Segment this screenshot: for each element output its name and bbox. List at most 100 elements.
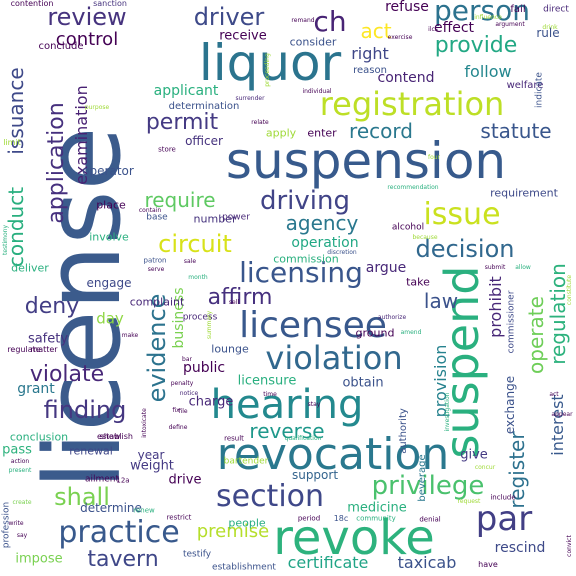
word-premise: premise (196, 521, 270, 542)
word-rule: rule (536, 26, 560, 40)
word-contention: contention (10, 0, 54, 8)
word-impose: impose (15, 551, 63, 567)
word-ch: ch (313, 5, 347, 38)
word-review: review (47, 3, 127, 31)
word-law: law (423, 289, 459, 313)
word-grant: grant (17, 381, 55, 397)
word-consider: consider (289, 35, 337, 49)
word-privilege: privilege (371, 471, 485, 501)
word-follow: follow (464, 62, 512, 81)
word-licensee: licensee (239, 305, 387, 346)
word-act: act (360, 19, 392, 43)
word-rescind: rescind (494, 540, 546, 556)
word-record: record (349, 119, 413, 143)
word-hearing: hearing (210, 382, 364, 428)
word-show: show (99, 432, 121, 441)
word-have: have (478, 560, 498, 569)
word-concur: concur (474, 464, 496, 471)
word-patron: patron (143, 256, 167, 265)
word-operator: operator (82, 164, 134, 178)
word-pass: pass (2, 442, 32, 458)
word-reason: reason (353, 65, 387, 76)
word-take: take (406, 275, 430, 289)
word-right: right (351, 44, 389, 63)
word-revoke: revoke (273, 510, 435, 566)
word-statute: statute (480, 119, 552, 143)
word-exchange: exchange (503, 375, 517, 435)
word-denial: denial (419, 515, 441, 524)
word-penalty: penalty (170, 380, 194, 387)
word-testify: testify (182, 549, 212, 560)
word-say: say (16, 532, 28, 539)
word-licensing: licensing (239, 256, 363, 289)
word-authority: authority (398, 408, 409, 454)
word-operation: operation (291, 235, 359, 251)
word-power: power (222, 212, 250, 223)
word-renew: renew (133, 506, 155, 515)
word-sanction: sanction (93, 0, 127, 8)
word-write: write (8, 520, 24, 527)
word-present: present (8, 467, 32, 474)
word-submit: submit (484, 264, 506, 271)
word-determination: determination (168, 101, 240, 112)
word-prohibit: prohibit (486, 276, 505, 338)
word-violation: violation (265, 339, 403, 377)
word-practice: practice (58, 515, 180, 550)
word-establish: establish (97, 432, 133, 441)
word-control: control (55, 29, 119, 50)
word-tavern: tavern (87, 547, 159, 572)
word-medicine: medicine (347, 500, 407, 516)
word-18c: 18c (333, 514, 349, 523)
word-allow: allow (515, 264, 531, 271)
word-applicant: applicant (153, 83, 219, 99)
word-argue: argue (365, 260, 407, 276)
word-application: application (44, 102, 69, 224)
word-violate: violate (29, 362, 105, 387)
word-determine: determine (80, 501, 142, 515)
word-recommendation: recommendation (387, 184, 439, 191)
word-request: request (457, 498, 481, 505)
word-define: define (168, 424, 188, 431)
word-deny: deny (24, 294, 80, 319)
word-shall: shall (54, 483, 110, 511)
word-four: four (427, 154, 441, 161)
word-authorize: authorize (377, 314, 407, 321)
word-fix: fix (172, 407, 180, 414)
word-driving: driving (259, 186, 351, 216)
word-conclude: conclude (38, 41, 84, 52)
word-agency: agency (285, 211, 359, 235)
word-affirm: affirm (207, 285, 273, 310)
word-conduct: conduct (4, 186, 28, 268)
word-engage: engage (86, 276, 132, 290)
word-investigation: investigation (444, 392, 451, 432)
word-number: number (193, 212, 237, 226)
word-apply: apply (265, 126, 297, 140)
word-influence: influence (474, 14, 502, 21)
word-require: require (144, 188, 216, 212)
word-create: create (12, 499, 32, 506)
word-file: file (178, 408, 188, 415)
word-discretion: discretion (327, 249, 357, 256)
word-ilcs: ilcs (428, 26, 438, 33)
word-decision: decision (415, 235, 515, 263)
word-permit: permit (145, 110, 219, 135)
word-certificate: certificate (287, 553, 369, 572)
word-day: day (96, 309, 124, 328)
word-individual: individual (302, 88, 332, 95)
word-drive: drive (168, 472, 202, 488)
word-establishment: establishment (212, 562, 276, 573)
word-convict: convict (566, 535, 573, 557)
word-12a: 12a (116, 476, 130, 485)
word-matter: matter (30, 345, 58, 354)
word-qualification: qualification (284, 435, 322, 442)
word-taxicab: taxicab (397, 553, 457, 572)
word-notice: notice (179, 390, 199, 397)
word-sale: sale (183, 258, 197, 265)
word-involve: involve (89, 230, 129, 244)
word-ailment: ailment (84, 474, 120, 485)
word-alcohol: alcohol (391, 222, 425, 233)
word-circuit: circuit (158, 230, 232, 258)
word-restrict: restrict (166, 513, 192, 522)
word-section: section (215, 479, 325, 514)
